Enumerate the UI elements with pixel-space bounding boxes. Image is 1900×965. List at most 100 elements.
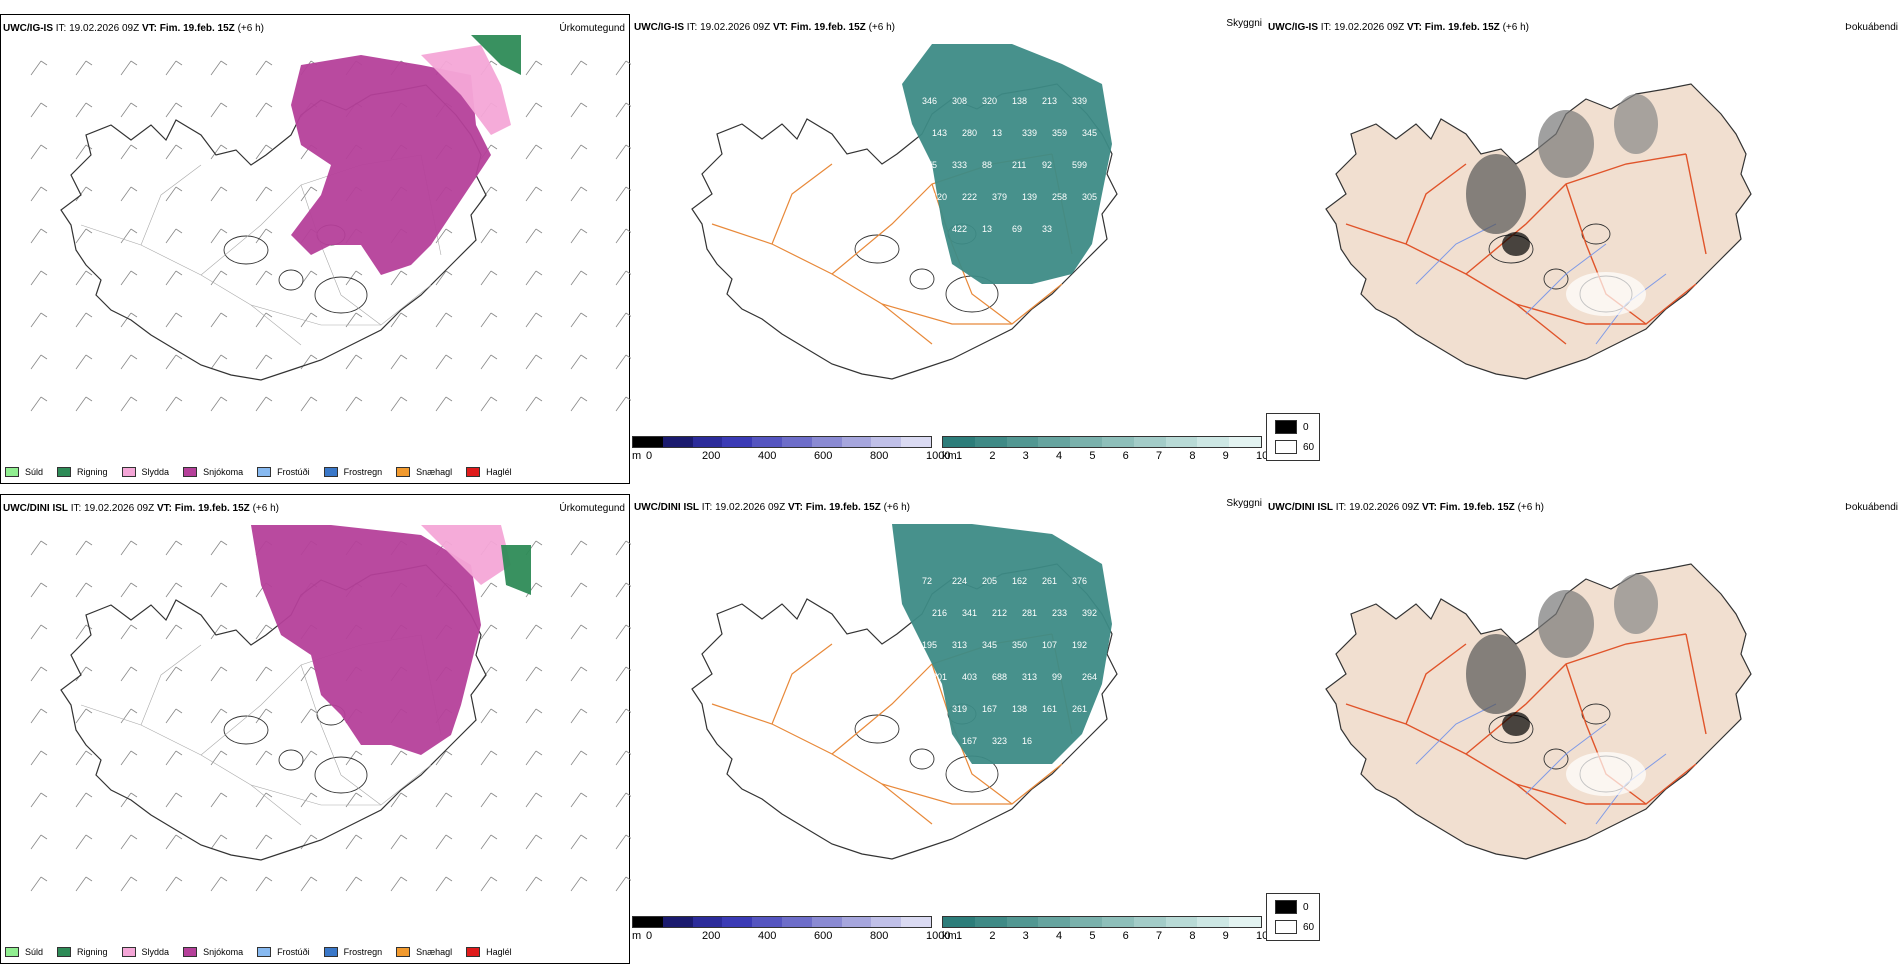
wind-barb	[30, 144, 48, 160]
cloudbase-label: 403	[962, 672, 977, 682]
wind-barb	[30, 270, 48, 286]
scale-tick: 10	[1256, 930, 1269, 942]
coastline	[1325, 83, 1752, 380]
scale-tick: 400	[758, 450, 777, 462]
wind-barb	[300, 708, 318, 724]
legend-swatch	[466, 467, 481, 477]
colorbar-segment	[1070, 917, 1102, 927]
cloudbase-label: 192	[1072, 640, 1087, 650]
wind-barb	[255, 228, 273, 244]
wind-barb	[570, 834, 588, 850]
colorbar-segment	[811, 437, 842, 447]
legend-item: Slydda	[121, 947, 169, 957]
road-line	[771, 163, 833, 245]
wind-barb	[75, 582, 93, 598]
wind-barb	[210, 666, 228, 682]
cloudbase-label: 33	[1042, 224, 1052, 234]
wind-barb	[345, 876, 363, 892]
wind-barb	[480, 582, 498, 598]
colorbar-segment	[1197, 437, 1230, 447]
scale-tick: 0	[646, 930, 653, 942]
wind-barb	[30, 396, 48, 412]
wind-barb	[165, 228, 183, 244]
glacier-outline	[1543, 748, 1569, 770]
scale-tick: 200	[702, 450, 721, 462]
wind-barb	[120, 876, 138, 892]
legend-swatch	[323, 947, 338, 957]
wind-barb	[165, 876, 183, 892]
panel-param: Þokuábendi	[1845, 22, 1898, 33]
cloudbase-label: 201	[932, 672, 947, 682]
wind-barb	[30, 624, 48, 640]
wind-barb	[120, 228, 138, 244]
scale-tick: 200	[702, 930, 721, 942]
wind-barb	[30, 582, 48, 598]
wind-barb	[120, 708, 138, 724]
cloudbase-label: 341	[962, 608, 977, 618]
cloudbase-label: 392	[1082, 608, 1097, 618]
wind-barb	[75, 792, 93, 808]
cloudbase-label: 107	[1042, 640, 1057, 650]
fog-high-swatch	[1275, 900, 1297, 914]
wind-barb	[300, 312, 318, 328]
wind-barb	[255, 186, 273, 202]
scale-tick: 6	[1122, 930, 1129, 942]
wind-barb	[75, 270, 93, 286]
wind-barb	[120, 144, 138, 160]
scale-tick: 0	[646, 450, 653, 462]
wind-barb	[525, 354, 543, 370]
wind-barb	[210, 876, 228, 892]
wind-barb	[480, 354, 498, 370]
wind-barb	[300, 876, 318, 892]
cloudbase-label: 313	[952, 640, 967, 650]
wind-barb	[480, 270, 498, 286]
cloudbase-label: 72	[922, 576, 932, 586]
wind-barb	[345, 312, 363, 328]
wind-barb	[30, 666, 48, 682]
cloudbase-label: 339	[1072, 96, 1087, 106]
precip-map	[30, 35, 631, 412]
fog-high-swatch	[1275, 420, 1297, 434]
road-line	[140, 164, 202, 246]
wind-barb	[570, 270, 588, 286]
wind-barb	[525, 312, 543, 328]
colorbar-segment	[1133, 437, 1166, 447]
wind-barb	[615, 708, 631, 724]
wind-barb	[165, 312, 183, 328]
legend-swatch	[57, 947, 72, 957]
wind-barb	[30, 312, 48, 328]
legend-label: Frostregn	[343, 467, 383, 477]
wind-barb	[75, 60, 93, 76]
scale-tick: 3	[1022, 450, 1029, 462]
panel-param: Úrkomutegund	[559, 23, 625, 34]
wind-barb	[255, 144, 273, 160]
cloudbase-label: 359	[1052, 128, 1067, 138]
visibility-panel-ig: UWC/IG-IS IT: 19.02.2026 09Z VT: Fim. 19…	[632, 14, 1262, 484]
wind-barb	[165, 666, 183, 682]
wind-barb	[210, 354, 228, 370]
wind-barb	[570, 624, 588, 640]
wind-barb	[165, 396, 183, 412]
colorbar-segment	[1006, 437, 1039, 447]
precip-type-panel-ig: UWC/IG-IS IT: 19.02.2026 09Z VT: Fim. 19…	[0, 14, 631, 484]
scale-tick: 2	[989, 450, 996, 462]
visibility-panel-dini: UWC/DINI ISL IT: 19.02.2026 09Z VT: Fim.…	[632, 494, 1262, 964]
wind-barb	[615, 834, 631, 850]
wind-barb	[525, 666, 543, 682]
legend-label: Snjókoma	[203, 467, 244, 477]
wind-barb	[570, 354, 588, 370]
colorbar-segment	[781, 917, 812, 927]
cloudbase-label: 281	[1022, 608, 1037, 618]
road-line	[80, 224, 302, 346]
road-line	[250, 284, 432, 326]
legend-item: Rigning	[57, 467, 108, 477]
scale-tick: 6	[1122, 450, 1129, 462]
wind-barb	[255, 624, 273, 640]
scale-unit: km	[942, 450, 957, 462]
wind-barb	[255, 354, 273, 370]
wind-barb	[300, 396, 318, 412]
cloudbase-label: 261	[1042, 576, 1057, 586]
wind-barb	[615, 624, 631, 640]
wind-barb	[615, 186, 631, 202]
wind-barb	[435, 396, 453, 412]
